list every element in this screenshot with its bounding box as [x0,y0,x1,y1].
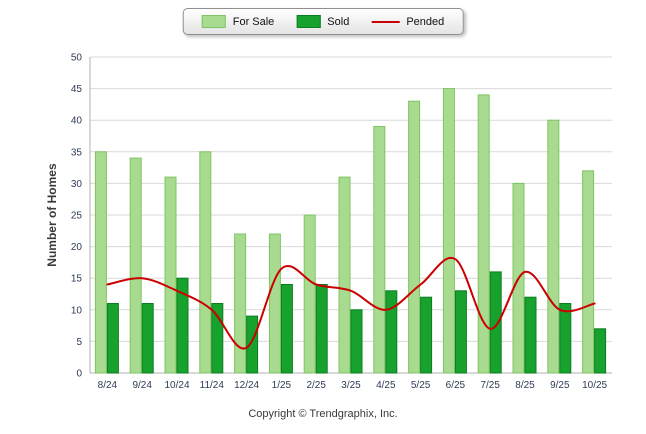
for-sale-bar [582,170,595,374]
sold-swatch [296,15,321,28]
legend-item-pended: Pended [371,16,444,28]
x-tick-label: 9/25 [550,380,570,391]
sold-bar [106,303,119,374]
sold-bar [246,315,259,374]
x-tick-label: 1/25 [272,380,292,391]
x-tick-label: 9/24 [132,380,152,391]
for-sale-bar [234,233,247,374]
for-sale-bar [408,100,421,374]
y-tick-label: 15 [71,274,83,285]
for-sale-bar [477,94,490,374]
legend-item-sold: Sold [296,15,349,28]
y-tick-label: 25 [71,211,83,222]
x-tick-label: 10/25 [582,380,607,391]
x-tick-label: 8/24 [98,380,118,391]
for-sale-bar [303,214,316,374]
sold-bar [176,277,189,374]
x-tick-label: 12/24 [234,380,259,391]
sold-bar [559,303,572,374]
y-tick-label: 35 [71,147,83,158]
y-tick-label: 20 [71,242,83,253]
sold-bar [385,290,398,374]
for-sale-bar [94,151,107,374]
sold-bar [454,290,467,374]
legend-label-pended: Pended [406,15,445,28]
x-tick-label: 6/25 [446,380,466,391]
y-tick-label: 50 [71,53,83,64]
x-tick-label: 11/24 [200,380,225,391]
sold-bar [489,271,502,374]
sold-bar [420,296,433,374]
sold-bar [594,328,607,374]
x-tick-label: 8/25 [515,380,535,391]
legend-label-for-sale: For Sale [232,15,275,28]
for-sale-bar [547,119,560,374]
y-tick-label: 10 [71,305,83,316]
sold-bar [315,284,328,374]
y-tick-label: 40 [71,116,83,127]
sold-bar [524,296,537,374]
for-sale-bar [199,151,212,374]
for-sale-bar [129,157,142,374]
for-sale-bar [373,126,386,374]
for-sale-swatch [201,15,226,28]
for-sale-bar [442,88,455,374]
sold-bar [141,303,154,374]
copyright-text: Copyright © Trendgraphix, Inc. [248,408,398,420]
x-tick-label: 7/25 [480,380,500,391]
x-tick-label: 3/25 [341,380,361,391]
pended-line-swatch [371,20,400,23]
for-sale-bar [338,176,351,374]
y-tick-label: 45 [71,84,83,95]
y-axis-title: Number of Homes [45,163,59,267]
y-tick-label: 0 [76,369,82,380]
x-tick-label: 2/25 [306,380,326,391]
legend-label-sold: Sold [327,15,350,28]
for-sale-bar [268,233,281,374]
x-tick-label: 5/25 [411,380,431,391]
y-tick-label: 30 [71,179,83,190]
sold-bar [350,309,363,374]
y-tick-label: 5 [76,337,82,348]
chart-legend: For Sale Sold Pended [182,8,464,35]
for-sale-bar [164,176,177,374]
pended-line [106,256,596,350]
legend-item-for-sale: For Sale [201,15,275,28]
x-tick-label: 4/25 [376,380,396,391]
sold-bar [211,303,224,374]
sold-bar [280,284,293,374]
x-tick-label: 10/24 [164,380,189,391]
